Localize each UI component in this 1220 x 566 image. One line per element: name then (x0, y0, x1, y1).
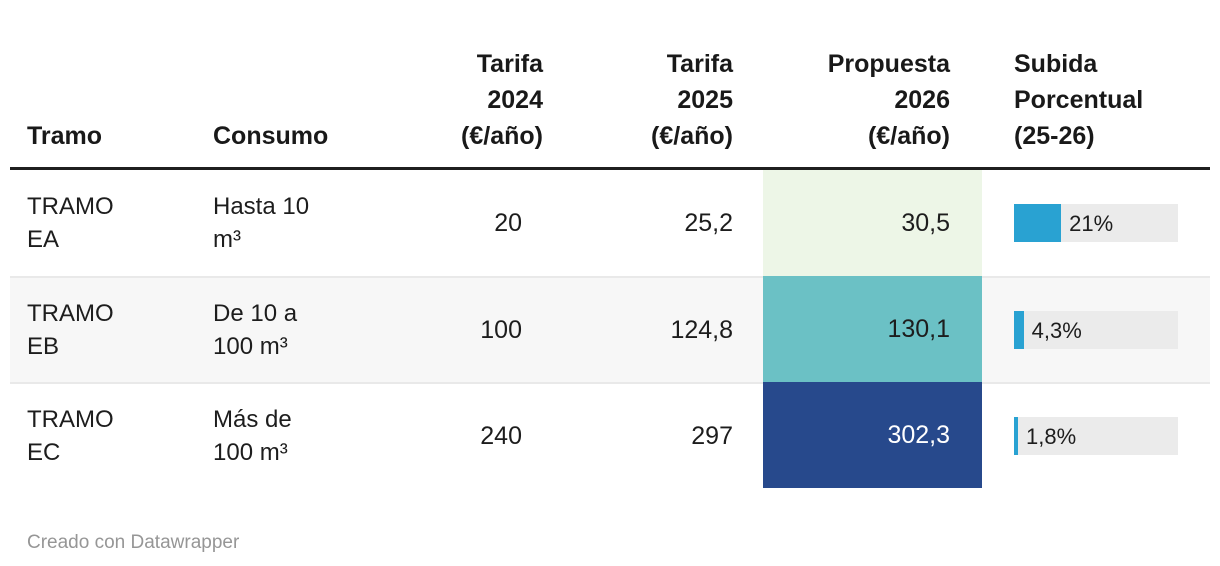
column-header-propuesta-2026: Propuesta 2026 (€/año) (827, 50, 950, 150)
cell-propuesta-2026-heatmap: 130,1 (763, 276, 982, 382)
cell-consumo: Más de 100 m³ (203, 382, 420, 488)
subida-bar-track: 1,8% (1014, 417, 1178, 455)
table-row-tramo-eb: TRAMO EB De 10 a 100 m³ 100 124,8 130,1 … (10, 276, 1210, 382)
column-header-consumo: Consumo (213, 122, 329, 150)
cell-tarifa-2025: 25,2 (684, 208, 733, 237)
column-header-tarifa-2025: Tarifa 2025 (€/año) (651, 50, 733, 150)
cell-tramo: TRAMO EA (27, 193, 114, 253)
subida-bar-label: 1,8% (1026, 423, 1077, 449)
cell-tarifa-2025: 124,8 (545, 276, 763, 382)
cell-propuesta-2026-heatmap: 302,3 (763, 382, 982, 488)
cell-subida-porcentual: 4,3% (982, 276, 1210, 382)
datawrapper-credit-link[interactable]: Creado con Datawrapper (27, 532, 240, 553)
subida-bar-fill (1014, 204, 1062, 242)
table: Tramo Consumo Tarifa 2024 (€/año) Tarifa… (10, 0, 1210, 488)
column-header-tramo: Tramo (27, 122, 103, 150)
column-header-subida-porcentual: Subida Porcentual (25-26) (1014, 50, 1144, 150)
column-header-tarifa-2024: Tarifa 2024 (€/año) (461, 50, 543, 150)
subida-bar-track: 21% (1014, 204, 1178, 242)
subida-bar-fill (1014, 417, 1019, 455)
cell-subida-porcentual: 1,8% (982, 382, 1210, 488)
footer: Creado con Datawrapper (27, 532, 1220, 554)
table-row-tramo-ea: TRAMO EA Hasta 10 m³ 20 25,2 30,5 21% (10, 170, 1210, 276)
cell-subida-porcentual: 21% (982, 170, 1210, 276)
cell-consumo: Hasta 10 m³ (213, 193, 310, 253)
cell-tarifa-2024: 100 (420, 276, 545, 382)
table-header-row: Tramo Consumo Tarifa 2024 (€/año) Tarifa… (10, 0, 1210, 170)
cell-tarifa-2025: 297 (545, 382, 763, 488)
cell-tarifa-2024: 20 (494, 208, 522, 237)
cell-propuesta-2026-heatmap: 30,5 (763, 170, 982, 276)
subida-bar-label: 4,3% (1031, 317, 1082, 343)
cell-tarifa-2024: 240 (420, 382, 545, 488)
cell-tramo: TRAMO EB (10, 276, 203, 382)
table-row-tramo-ec: TRAMO EC Más de 100 m³ 240 297 302,3 1,8… (10, 382, 1210, 488)
subida-bar-track: 4,3% (1014, 311, 1178, 349)
cell-tramo: TRAMO EC (10, 382, 203, 488)
subida-bar-label: 21% (1069, 210, 1114, 236)
cell-consumo: De 10 a 100 m³ (203, 276, 420, 382)
subida-bar-fill (1014, 311, 1024, 349)
